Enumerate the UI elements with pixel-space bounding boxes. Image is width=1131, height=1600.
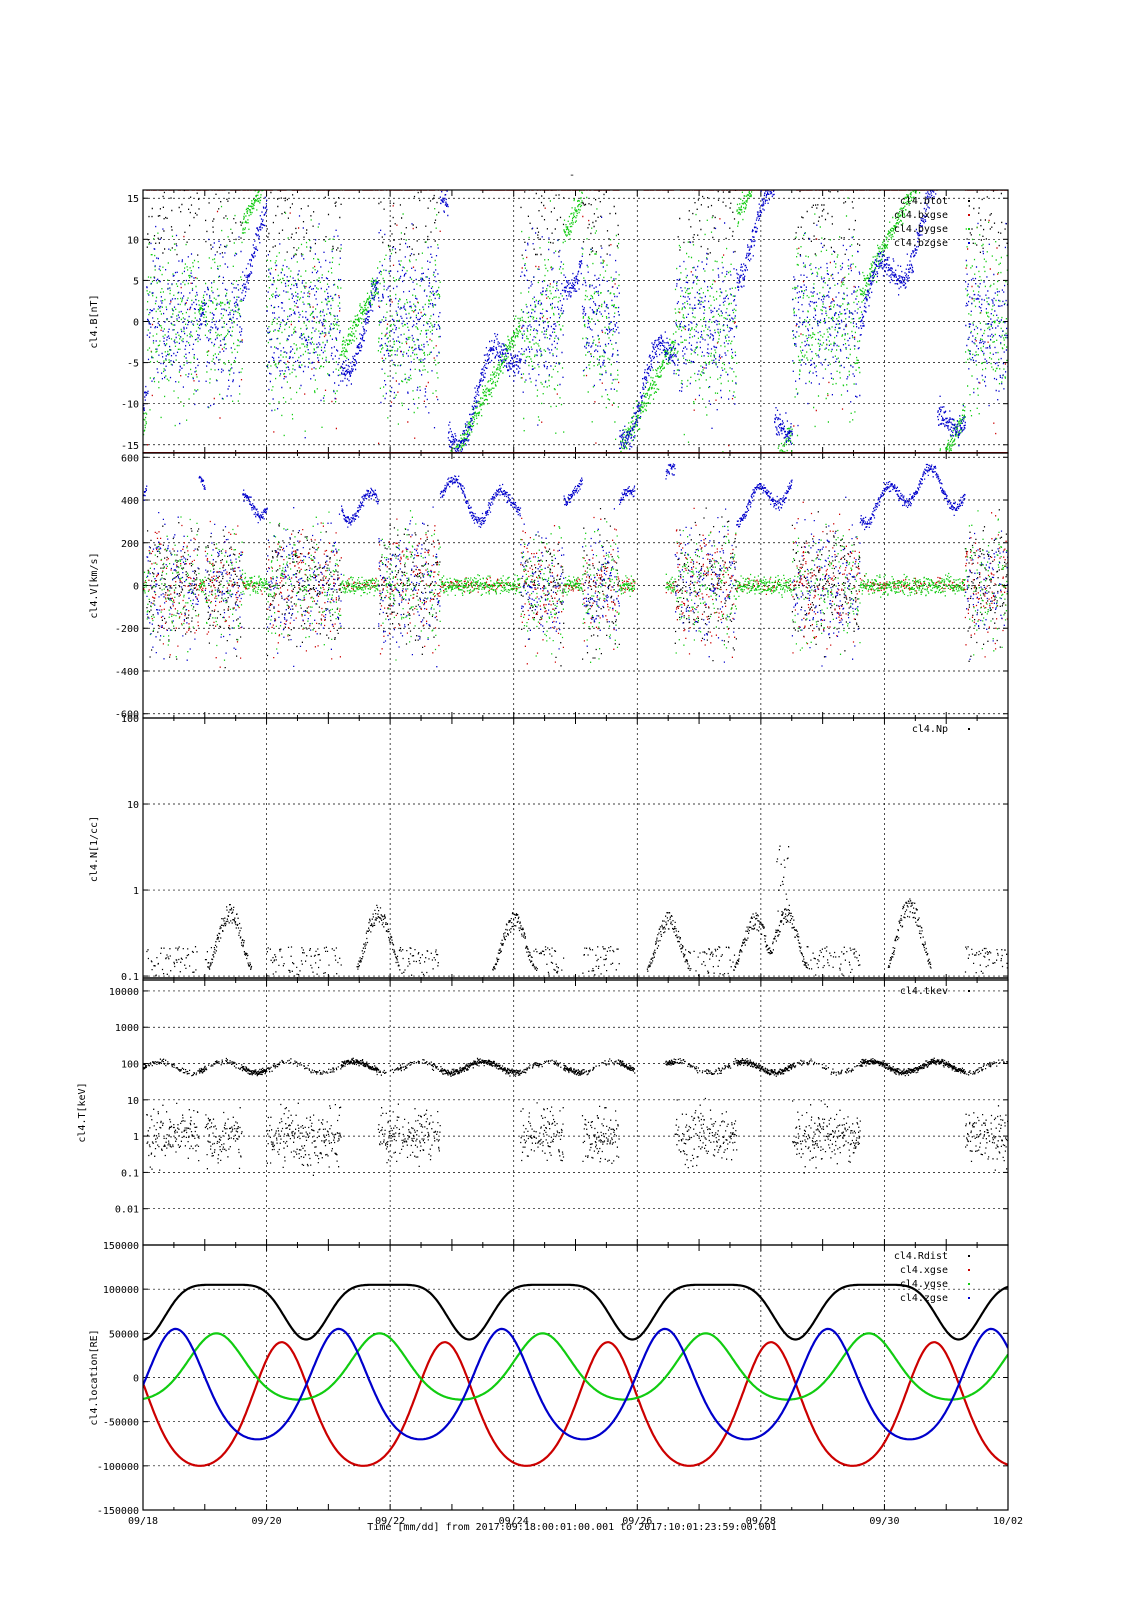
y-axis-title: cl4.V[km/s] — [89, 552, 100, 618]
x-tick-label: 09/24 — [499, 1516, 529, 1527]
legend-label: cl4.btot — [900, 196, 948, 207]
y-tick-label: 100 — [121, 1060, 139, 1071]
y-tick-label: 1 — [133, 1132, 139, 1143]
data-marks — [143, 463, 1008, 669]
y-tick-label: 150000 — [103, 1241, 139, 1252]
y-tick-label: -15 — [121, 441, 139, 452]
y-tick-label: 15 — [127, 194, 139, 205]
y-tick-label: 0.1 — [121, 1168, 139, 1179]
panels: -15-10-5051015cl4.B[nT]cl4.btotcl4.bxgse… — [77, 189, 1023, 1527]
data-points-cl4.bygse — [143, 190, 1008, 453]
orbit-line-cl4.xgse — [143, 1341, 1008, 1467]
orbit-line-cl4.zgse — [143, 1327, 1008, 1441]
y-axis-title: cl4.T[keV] — [77, 1082, 88, 1142]
legend-marker — [968, 1269, 970, 1271]
data-marks — [143, 1283, 1008, 1467]
temperature-points — [143, 1057, 1008, 1176]
y-tick-label: 10 — [127, 1096, 139, 1107]
y-tick-label: 0 — [133, 1374, 139, 1385]
legend-marker — [968, 200, 970, 202]
legend-label: cl4.xgse — [900, 1265, 948, 1276]
y-tick-label: -400 — [115, 667, 139, 678]
legend-marker — [968, 228, 970, 230]
orbit-line-cl4.Rdist — [143, 1283, 1008, 1341]
legend-label: cl4.bygse — [894, 224, 948, 235]
y-tick-label: 200 — [121, 539, 139, 550]
legend-label: cl4.bzgse — [894, 238, 948, 249]
data-marks — [143, 1057, 1008, 1176]
legend-marker — [968, 242, 970, 244]
x-tick-label: 09/28 — [746, 1516, 776, 1527]
y-tick-label: 100 — [121, 714, 139, 725]
y-tick-label: 0.01 — [115, 1205, 139, 1216]
y-tick-label: -5 — [127, 359, 139, 370]
velocity-points — [143, 463, 1008, 668]
y-tick-label: 0 — [133, 318, 139, 329]
x-tick-label: 09/20 — [252, 1516, 282, 1527]
legend-label: cl4.ygse — [900, 1279, 948, 1290]
legend-marker — [968, 990, 970, 992]
y-tick-label: 600 — [121, 453, 139, 464]
y-tick-label: 10 — [127, 235, 139, 246]
y-tick-label: -100000 — [97, 1462, 139, 1473]
plot-frame — [142, 717, 1009, 981]
plot-frame — [142, 1244, 1009, 1511]
legend-label: cl4.Np — [912, 724, 948, 735]
chart-panel-5: -150000 -100000 -50000 0 50000 100000 150000 cl… — [89, 1241, 1023, 1527]
y-tick-label: 100000 — [103, 1285, 139, 1296]
y-tick-label: 400 — [121, 496, 139, 507]
orbit-line-cl4.ygse — [143, 1332, 1008, 1401]
y-tick-label: -600 — [115, 710, 139, 721]
data-points-cl4.bzgse — [143, 190, 1008, 453]
legend-label: cl4.Rdist — [894, 1251, 948, 1262]
chart-panel-3: 0.1 1 10 100 cl4.N[1/cc] cl4.Np — [89, 714, 1009, 983]
time-axis-label: Time [mm/dd] from 2017:09:18:00:01:00.00… — [367, 1522, 776, 1533]
data-marks — [143, 190, 1008, 453]
legend-marker — [968, 214, 970, 216]
y-tick-label: 0.1 — [121, 972, 139, 983]
chart-panel-2: -600 -400 -200 0 200 400 600 cl4.V[km/s] — [89, 452, 1009, 721]
x-tick-label: 09/26 — [622, 1516, 652, 1527]
legend-marker — [968, 728, 970, 730]
chart-panel-4: 0.01 0.1 1 10 100 1000 10000 cl4.T[keV] cl4.tkev — [77, 979, 1009, 1246]
y-tick-label: 1 — [133, 886, 139, 897]
x-tick-label: 10/02 — [993, 1516, 1023, 1527]
legend-label: cl4.zgse — [900, 1293, 948, 1304]
y-tick-label: 10000 — [109, 987, 139, 998]
legend-label: cl4.tkev — [900, 986, 948, 997]
y-tick-label: -50000 — [103, 1418, 139, 1429]
y-tick-label: 5 — [133, 276, 139, 287]
legend-marker — [968, 1283, 970, 1285]
x-tick-label: 09/22 — [375, 1516, 405, 1527]
x-tick-label: 09/18 — [128, 1516, 158, 1527]
density-points — [146, 845, 1008, 977]
plot-frame — [142, 979, 1009, 1246]
y-tick-label: 0 — [133, 582, 139, 593]
y-tick-label: 1000 — [115, 1023, 139, 1034]
data-marks — [143, 845, 1008, 979]
chart-panel-1: -15 -10 -5 0 5 10 15 cl4.B[nT] cl4.btot cl4.bxgse… — [89, 189, 1009, 454]
legend-marker — [968, 1297, 970, 1299]
y-axis-title: cl4.N[1/cc] — [89, 816, 100, 882]
legend-label: cl4.bxgse — [894, 210, 948, 221]
y-axis-title: cl4.B[nT] — [89, 294, 100, 348]
page-title: - — [569, 170, 575, 181]
y-tick-label: 10 — [127, 800, 139, 811]
y-tick-label: -10 — [121, 400, 139, 411]
y-tick-label: -150000 — [97, 1506, 139, 1517]
x-tick-label: 09/30 — [869, 1516, 899, 1527]
y-tick-label: 50000 — [109, 1329, 139, 1340]
data-points-cl4.btot — [146, 190, 1008, 257]
y-tick-label: -200 — [115, 624, 139, 635]
y-axis-title: cl4.location[RE] — [89, 1329, 100, 1425]
legend-marker — [968, 1255, 970, 1257]
